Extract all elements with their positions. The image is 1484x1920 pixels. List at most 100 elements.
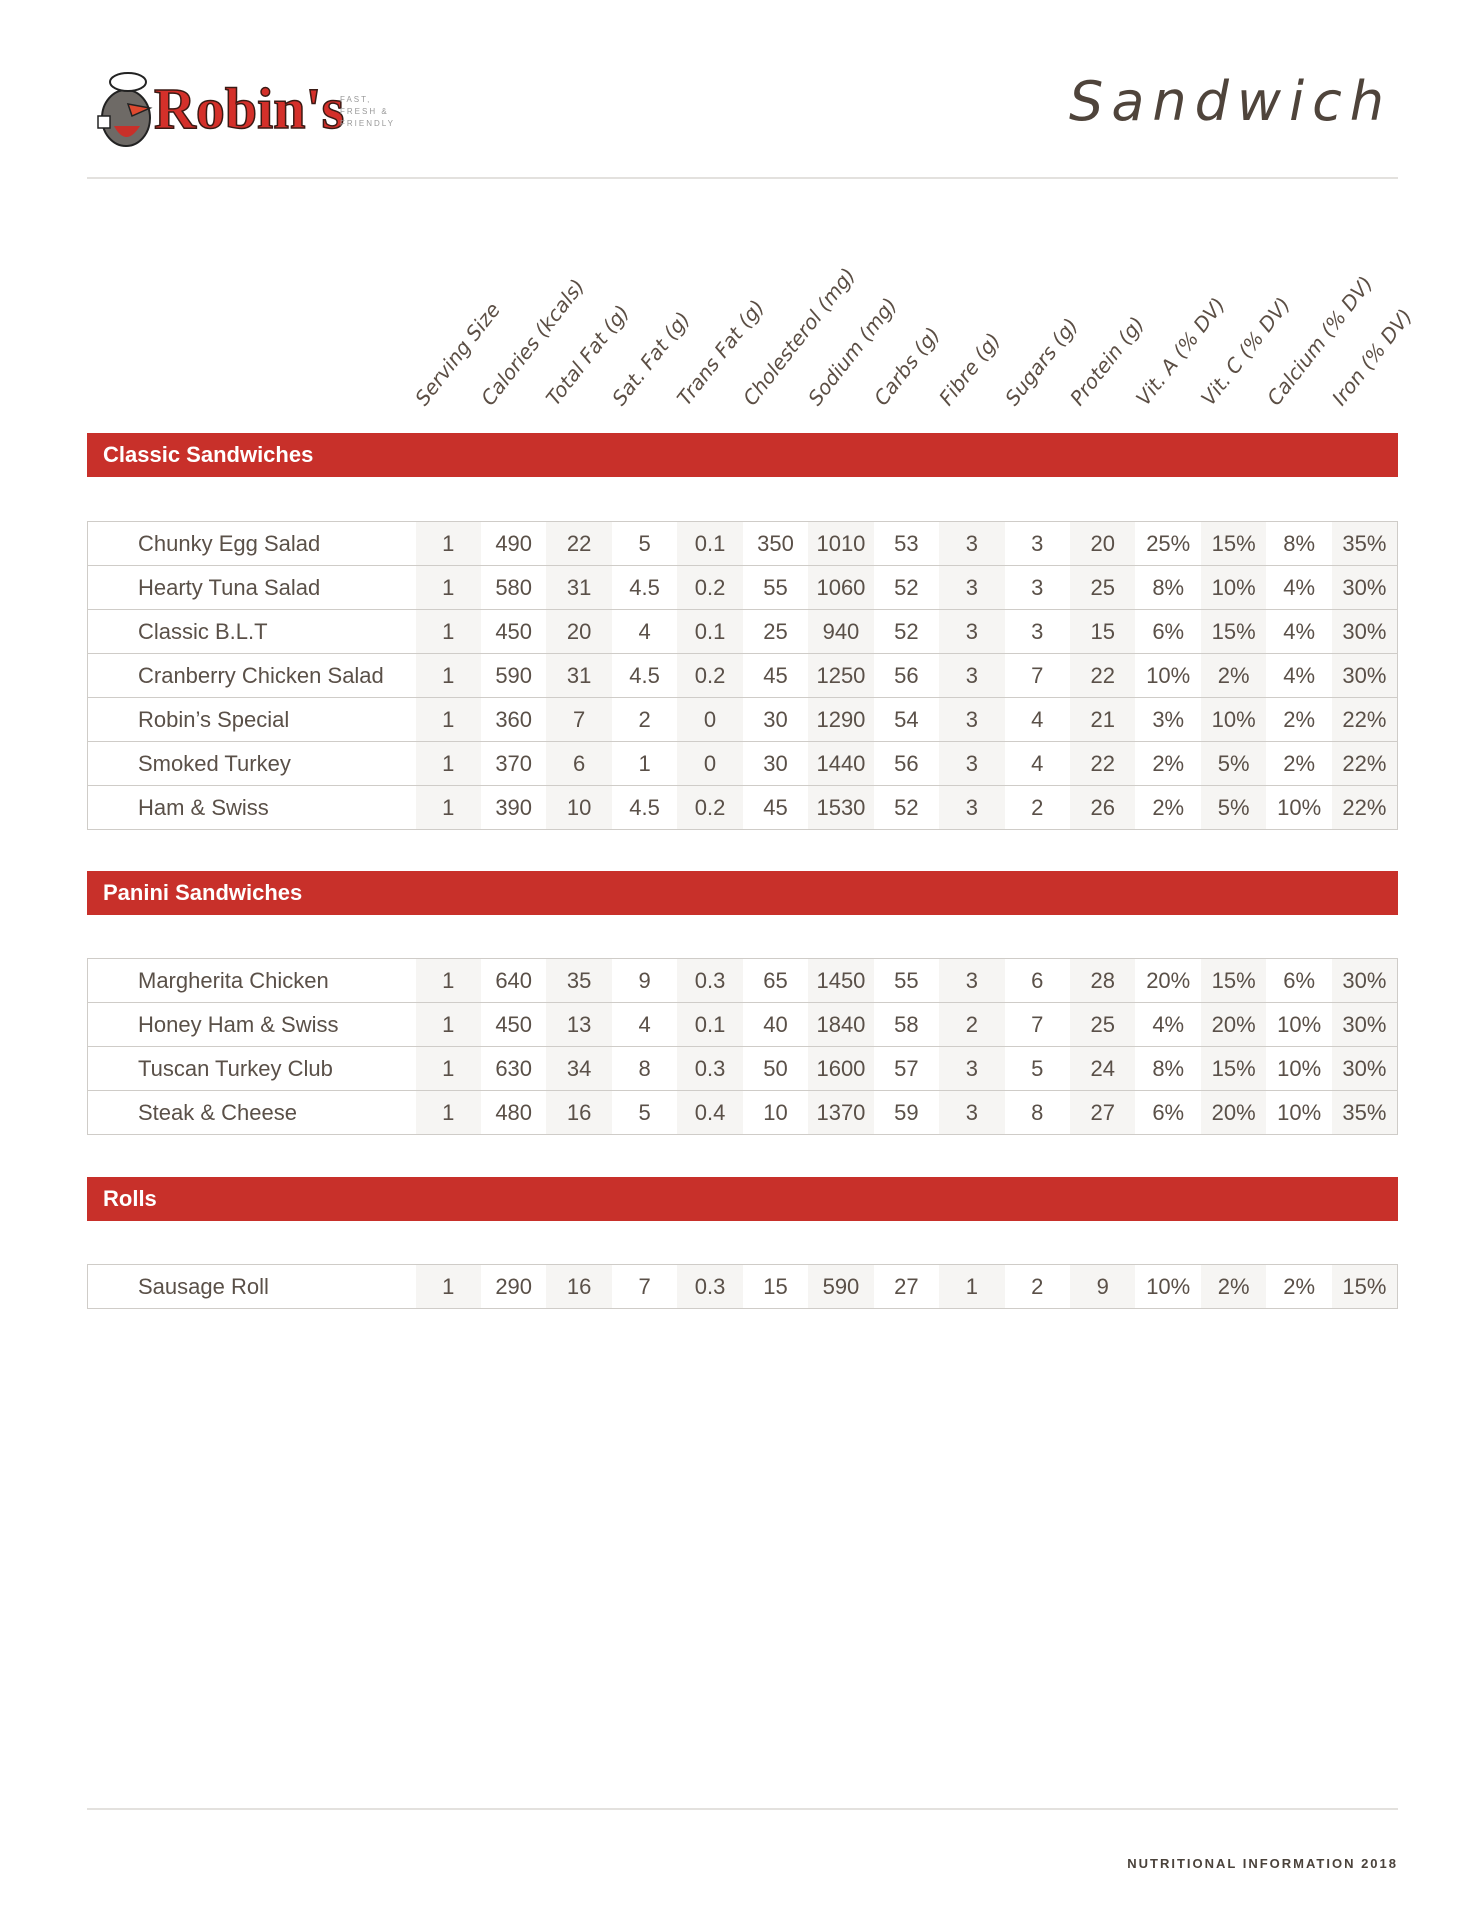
nutrient-value: 2 bbox=[611, 697, 678, 742]
nutrient-value: 1 bbox=[415, 958, 481, 1003]
nutrient-value: 1060 bbox=[808, 565, 874, 610]
nutrient-value: 9 bbox=[1070, 1264, 1136, 1309]
nutrient-value: 3 bbox=[939, 521, 1005, 566]
section-header: Rolls bbox=[87, 1177, 1398, 1221]
nutrient-value: 56 bbox=[873, 741, 940, 786]
nutrient-value: 15% bbox=[1200, 1046, 1267, 1091]
nutrient-value: 27 bbox=[1070, 1090, 1136, 1135]
table-row: Steak & Cheese 1 480 16 5 0.4 10 1370 59 3 8 27 6% 20… bbox=[87, 1090, 1398, 1135]
item-name: Robin’s Special bbox=[87, 697, 416, 742]
nutrient-value: 350 bbox=[742, 521, 809, 566]
nutrient-value: 7 bbox=[611, 1264, 678, 1309]
nutrient-value: 20 bbox=[1070, 521, 1136, 566]
nutrient-value: 30% bbox=[1331, 653, 1398, 698]
nutrient-value: 35% bbox=[1331, 521, 1398, 566]
nutrient-value: 30 bbox=[742, 741, 809, 786]
nutrient-value: 4 bbox=[1004, 697, 1071, 742]
nutrient-value: 2% bbox=[1266, 741, 1332, 786]
nutrient-value: 2% bbox=[1200, 653, 1267, 698]
nutrient-value: 1370 bbox=[808, 1090, 874, 1135]
nutrient-value: 1 bbox=[939, 1264, 1005, 1309]
nutrient-value: 4% bbox=[1266, 565, 1332, 610]
nutrient-value: 30% bbox=[1331, 565, 1398, 610]
nutrient-value: 16 bbox=[546, 1264, 612, 1309]
nutrient-value: 5% bbox=[1200, 785, 1267, 830]
nutrient-value: 40 bbox=[742, 1002, 809, 1047]
nutrient-value: 34 bbox=[546, 1046, 612, 1091]
nutrient-value: 8% bbox=[1135, 565, 1201, 610]
table-row: Smoked Turkey 1 370 6 1 0 30 1440 56 3 4 22 2% 5% 2% 22… bbox=[87, 741, 1398, 786]
nutrient-value: 31 bbox=[546, 565, 612, 610]
nutrient-value: 15% bbox=[1331, 1264, 1398, 1309]
nutrient-value: 4.5 bbox=[611, 565, 678, 610]
nutrient-value: 5% bbox=[1200, 741, 1267, 786]
item-name: Cranberry Chicken Salad bbox=[87, 653, 416, 698]
nutrient-value: 0.1 bbox=[677, 609, 743, 654]
item-name: Steak & Cheese bbox=[87, 1090, 416, 1135]
nutrient-value: 1 bbox=[415, 741, 481, 786]
nutrient-value: 1010 bbox=[808, 521, 874, 566]
nutrient-value: 370 bbox=[480, 741, 547, 786]
nutrient-value: 1 bbox=[415, 565, 481, 610]
nutrient-value: 1 bbox=[611, 741, 678, 786]
nutrient-value: 0.3 bbox=[677, 1046, 743, 1091]
nutrient-value: 0.2 bbox=[677, 653, 743, 698]
nutrient-value: 1 bbox=[415, 1264, 481, 1309]
nutrient-value: 10% bbox=[1200, 697, 1267, 742]
nutrient-value: 55 bbox=[873, 958, 940, 1003]
nutrient-value: 45 bbox=[742, 785, 809, 830]
nutrient-value: 2% bbox=[1135, 741, 1201, 786]
nutrient-value: 2 bbox=[939, 1002, 1005, 1047]
nutrient-value: 6% bbox=[1135, 1090, 1201, 1135]
nutrient-value: 360 bbox=[480, 697, 547, 742]
nutrient-value: 30% bbox=[1331, 958, 1398, 1003]
nutrient-value: 580 bbox=[480, 565, 547, 610]
nutrition-table: Chunky Egg Salad 1 490 22 5 0.1 350 1010 53 3 3 20 2… bbox=[87, 521, 1398, 830]
nutrient-value: 640 bbox=[480, 958, 547, 1003]
nutrient-value: 1840 bbox=[808, 1002, 874, 1047]
nutrient-value: 20% bbox=[1200, 1090, 1267, 1135]
nutrient-value: 9 bbox=[611, 958, 678, 1003]
nutrient-value: 4.5 bbox=[611, 653, 678, 698]
table-row: Hearty Tuna Salad 1 580 31 4.5 0.2 55 1060 52 3 3 2… bbox=[87, 565, 1398, 610]
nutrient-value: 0.2 bbox=[677, 565, 743, 610]
nutrient-value: 20 bbox=[546, 609, 612, 654]
item-name: Margherita Chicken bbox=[87, 958, 416, 1003]
nutrient-value: 3 bbox=[939, 958, 1005, 1003]
nutrient-value: 10 bbox=[742, 1090, 809, 1135]
nutrient-value: 1 bbox=[415, 653, 481, 698]
nutrient-value: 22 bbox=[1070, 741, 1136, 786]
nutrient-value: 50 bbox=[742, 1046, 809, 1091]
svg-text:FRIENDLY: FRIENDLY bbox=[340, 119, 395, 128]
nutrient-value: 8 bbox=[611, 1046, 678, 1091]
nutrient-value: 22% bbox=[1331, 785, 1398, 830]
item-name: Tuscan Turkey Club bbox=[87, 1046, 416, 1091]
svg-text:Robin's: Robin's bbox=[154, 76, 344, 141]
nutrient-value: 8% bbox=[1135, 1046, 1201, 1091]
nutrient-value: 30% bbox=[1331, 609, 1398, 654]
table-row: Honey Ham & Swiss 1 450 13 4 0.1 40 1840 58 2 7 25 4… bbox=[87, 1002, 1398, 1047]
nutrient-value: 2% bbox=[1266, 697, 1332, 742]
nutrient-value: 10% bbox=[1266, 1046, 1332, 1091]
nutrient-value: 1 bbox=[415, 521, 481, 566]
column-headers: Serving Size Calories (kcals) Total Fat (g… bbox=[410, 180, 1417, 410]
nutrient-value: 15 bbox=[1070, 609, 1136, 654]
nutrient-value: 10% bbox=[1135, 653, 1201, 698]
nutrient-value: 15% bbox=[1200, 521, 1267, 566]
robins-logo: Robin's FAST, FRESH & FRIENDLY bbox=[92, 66, 412, 156]
nutrient-value: 590 bbox=[480, 653, 547, 698]
nutrient-value: 0.4 bbox=[677, 1090, 743, 1135]
nutrient-value: 10 bbox=[546, 785, 612, 830]
nutrient-value: 8% bbox=[1266, 521, 1332, 566]
nutrient-value: 3 bbox=[939, 1090, 1005, 1135]
nutrient-value: 55 bbox=[742, 565, 809, 610]
nutrient-value: 1 bbox=[415, 1046, 481, 1091]
nutrient-value: 22 bbox=[1070, 653, 1136, 698]
nutrient-value: 52 bbox=[873, 785, 940, 830]
nutrient-value: 1 bbox=[415, 1002, 481, 1047]
nutrient-value: 59 bbox=[873, 1090, 940, 1135]
section-header: Panini Sandwiches bbox=[87, 871, 1398, 915]
nutrient-value: 0 bbox=[677, 697, 743, 742]
nutrient-value: 20% bbox=[1200, 1002, 1267, 1047]
nutrient-value: 490 bbox=[480, 521, 547, 566]
